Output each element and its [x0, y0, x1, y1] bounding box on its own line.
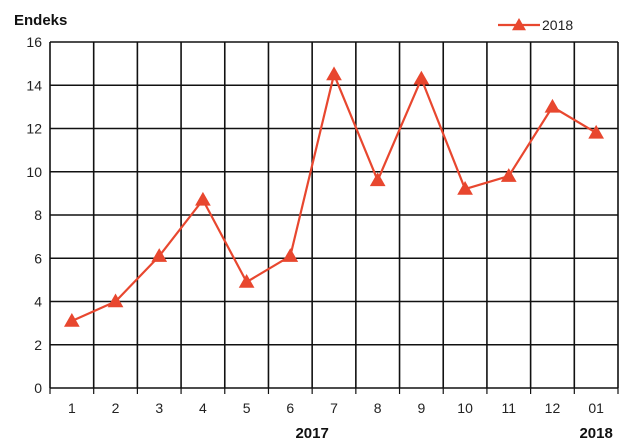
year-labels: 2017 2018	[295, 425, 612, 442]
data-point-7	[326, 66, 342, 81]
data-point-3	[151, 248, 168, 262]
year-label-2018: 2018	[579, 425, 612, 442]
x-tick-label-11: 11	[501, 400, 516, 416]
y-tick-label-2: 2	[34, 337, 42, 353]
data-point-2	[107, 293, 124, 308]
grid	[49, 41, 619, 394]
x-tick-label-10: 10	[457, 400, 473, 416]
y-tick-label-8: 8	[34, 207, 42, 223]
x-tick-label-8: 8	[374, 400, 382, 416]
y-tick-labels: 0 2 4 6 8 10 12 14 16	[26, 34, 42, 396]
series-line-0	[71, 73, 597, 322]
data-point-6	[282, 248, 299, 262]
data-point-8	[369, 172, 386, 187]
data-point-1	[63, 312, 80, 327]
data-point-12	[544, 98, 561, 113]
x-tick-label-3: 3	[155, 400, 163, 416]
y-tick-label-4: 4	[34, 294, 42, 310]
y-tick-label-16: 16	[26, 34, 42, 50]
y-tick-label-10: 10	[26, 164, 42, 180]
data-point-5	[238, 274, 255, 288]
data-point-01	[588, 124, 605, 139]
data-point-10	[457, 181, 473, 195]
x-tick-label-5: 5	[243, 400, 251, 416]
y-tick-label-14: 14	[26, 77, 42, 93]
x-tick-label-1: 1	[68, 400, 76, 416]
legend-marker	[512, 18, 526, 31]
x-tick-labels: 1 2 3 4 5 6 7 8 9 10 11 12 01	[68, 400, 604, 416]
legend-label: 2018	[542, 17, 573, 33]
y-tick-label-6: 6	[34, 250, 42, 266]
x-tick-label-9: 9	[417, 400, 425, 416]
x-tick-label-12: 12	[545, 400, 561, 416]
data-point-4	[195, 191, 211, 206]
x-tick-label-01: 01	[588, 400, 604, 416]
legend: 2018	[498, 17, 573, 33]
y-tick-label-0: 0	[34, 380, 42, 396]
data-point-9	[413, 70, 430, 85]
data-point-11	[500, 168, 517, 182]
year-label-2017: 2017	[295, 425, 328, 442]
series-group	[63, 66, 605, 327]
x-tick-label-6: 6	[286, 400, 294, 416]
x-tick-label-2: 2	[112, 400, 120, 416]
x-tick-label-7: 7	[330, 400, 338, 416]
x-tick-label-4: 4	[199, 400, 207, 416]
y-tick-label-12: 12	[26, 121, 42, 137]
y-axis-label: Endeks	[14, 12, 67, 29]
